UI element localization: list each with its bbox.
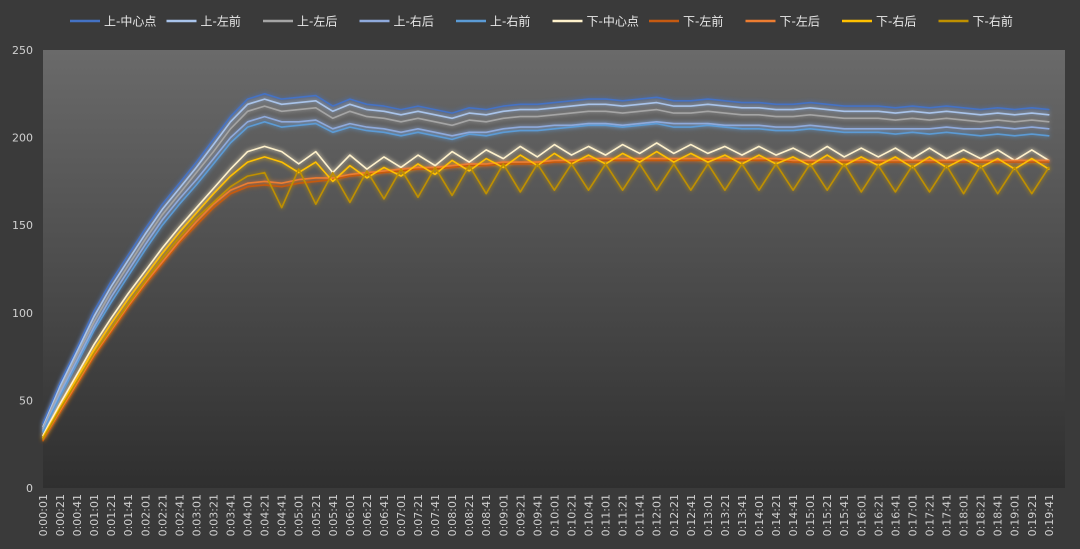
x-tick-label: 0:03:41: [225, 494, 238, 536]
x-tick-label: 0:00:01: [37, 494, 50, 536]
x-tick-label: 0:05:01: [293, 494, 306, 536]
x-tick-label: 0:16:01: [855, 494, 868, 536]
x-tick-label: 0:19:21: [1026, 494, 1039, 536]
x-tick-label: 0:17:41: [941, 494, 954, 536]
x-tick-label: 0:04:21: [259, 494, 272, 536]
series-line: [42, 157, 1050, 440]
y-tick-label: 100: [12, 307, 33, 320]
x-tick-label: 0:09:21: [514, 494, 527, 536]
x-tick-label: 0:15:41: [838, 494, 851, 536]
x-tick-label: 0:01:01: [88, 494, 101, 536]
x-tick-label: 0:05:41: [327, 494, 340, 536]
x-tick-label: 0:13:21: [719, 494, 732, 536]
legend-label: 下-右后: [876, 14, 916, 29]
x-tick-label: 0:08:01: [446, 494, 459, 536]
x-tick-label: 0:00:41: [71, 494, 84, 536]
series-group: [42, 93, 1050, 442]
x-tick-label: 0:01:41: [122, 494, 135, 536]
x-tick-label: 0:16:21: [872, 494, 885, 536]
series-line: [42, 93, 1050, 425]
x-tick-label: 0:14:01: [753, 494, 766, 536]
series-line: [42, 98, 1050, 428]
y-tick-label: 50: [19, 394, 33, 407]
y-tick-label: 200: [12, 132, 33, 145]
x-tick-label: 0:19:01: [1009, 494, 1022, 536]
x-tick-label: 0:16:41: [889, 494, 902, 536]
x-tick-label: 0:15:21: [821, 494, 834, 536]
legend-label: 下-左前: [683, 14, 723, 29]
x-tick-label: 0:11:41: [634, 494, 647, 536]
legend-label: 下-中心点: [587, 14, 639, 29]
x-tick-label: 0:06:21: [361, 494, 374, 536]
x-tick-label: 0:14:21: [770, 494, 783, 536]
x-tick-label: 0:08:41: [480, 494, 493, 536]
x-tick-label: 0:01:21: [105, 494, 118, 536]
x-tick-label: 0:11:01: [600, 494, 613, 536]
series-line: [42, 105, 1050, 430]
x-tick-label: 0:17:21: [923, 494, 936, 536]
series-line: [42, 121, 1050, 433]
series-line: [42, 142, 1050, 437]
x-tick-label: 0:02:01: [139, 494, 152, 536]
x-tick-label: 0:11:21: [617, 494, 630, 536]
legend-label: 上-左后: [297, 14, 337, 29]
y-tick-label: 250: [12, 44, 33, 57]
x-tick-label: 0:04:41: [276, 494, 289, 536]
plot-area: [43, 50, 1065, 488]
x-tick-label: 0:09:41: [531, 494, 544, 536]
series-line: [42, 150, 1050, 439]
x-tick-label: 0:17:01: [906, 494, 919, 536]
x-tick-label: 0:18:41: [992, 494, 1005, 536]
x-tick-label: 0:10:21: [565, 494, 578, 536]
legend: 上-中心点 上-左前 上-左后 上-右后 上-右前 下-中心点 下-左前 下-左后 下-右后 下-…: [70, 14, 1013, 29]
legend-label: 上-中心点: [104, 14, 156, 29]
x-tick-label: 0:07:41: [429, 494, 442, 536]
x-tick-label: 0:10:01: [548, 494, 561, 536]
x-axis: 0:00:01 0:00:21 0:00:41 0:01:01 0:01:21 0:01:…: [37, 494, 1056, 536]
x-tick-label: 0:13:01: [702, 494, 715, 536]
series-line: [42, 115, 1050, 432]
x-tick-label: 0:12:01: [651, 494, 664, 536]
x-tick-label: 0:03:21: [207, 494, 220, 536]
x-tick-label: 0:07:21: [412, 494, 425, 536]
x-tick-label: 0:12:41: [685, 494, 698, 536]
legend-label: 上-右前: [490, 14, 530, 29]
x-tick-label: 0:08:21: [463, 494, 476, 536]
x-tick-label: 0:00:21: [54, 494, 67, 536]
x-tick-label: 0:18:01: [958, 494, 971, 536]
x-tick-label: 0:04:01: [242, 494, 255, 536]
x-tick-label: 0:13:41: [736, 494, 749, 536]
x-tick-label: 0:09:01: [497, 494, 510, 536]
y-tick-label: 150: [12, 219, 33, 232]
series-line: [42, 163, 1050, 440]
x-tick-label: 0:06:41: [378, 494, 391, 536]
x-tick-label: 0:06:01: [344, 494, 357, 536]
x-tick-label: 0:10:41: [583, 494, 596, 536]
x-tick-label: 0:12:21: [668, 494, 681, 536]
y-axis: 0 50 100 150 200 250: [12, 44, 33, 495]
legend-label: 下-右前: [973, 14, 1013, 29]
x-tick-label: 0:19:41: [1043, 494, 1056, 536]
x-tick-label: 0:02:41: [173, 494, 186, 536]
legend-label: 上-左前: [201, 14, 241, 29]
x-tick-label: 0:02:21: [156, 494, 169, 536]
x-tick-label: 0:05:21: [310, 494, 323, 536]
legend-label: 下-左后: [780, 14, 820, 29]
y-tick-label: 0: [26, 482, 33, 495]
x-tick-label: 0:14:41: [787, 494, 800, 536]
x-tick-label: 0:03:01: [190, 494, 203, 536]
x-tick-label: 0:07:01: [395, 494, 408, 536]
x-tick-label: 0:15:01: [804, 494, 817, 536]
x-tick-label: 0:18:21: [975, 494, 988, 536]
legend-label: 上-右后: [394, 14, 434, 29]
series-line: [42, 159, 1050, 442]
